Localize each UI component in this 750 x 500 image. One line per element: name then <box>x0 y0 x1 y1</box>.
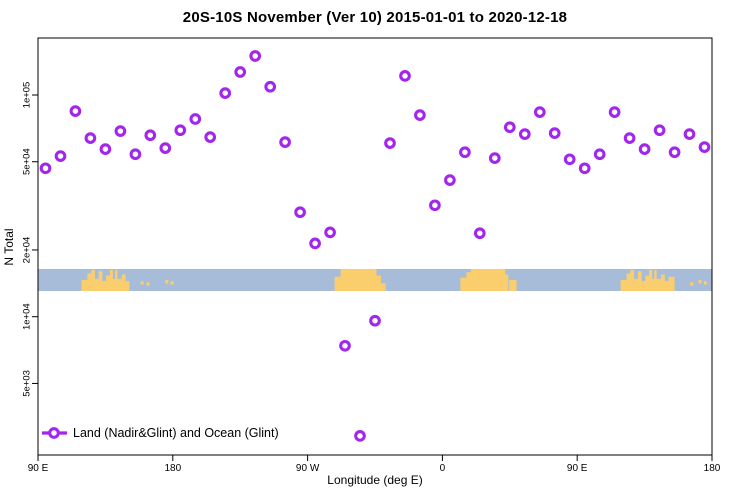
data-point <box>503 121 516 134</box>
data-point <box>129 148 142 161</box>
map-island <box>698 280 702 284</box>
map-island <box>140 281 144 285</box>
data-point <box>623 132 636 144</box>
data-point <box>204 131 217 143</box>
data-point <box>459 146 471 159</box>
data-point <box>54 150 67 162</box>
data-point <box>653 124 666 137</box>
data-point <box>593 148 606 161</box>
data-point <box>189 113 202 125</box>
map-island <box>146 282 150 286</box>
x-tick-label: 180 <box>164 463 181 474</box>
data-point <box>429 199 441 212</box>
data-point <box>638 143 651 155</box>
data-point <box>159 142 172 154</box>
legend-marker <box>48 427 60 439</box>
data-point <box>473 227 486 240</box>
data-point <box>339 339 351 352</box>
data-point <box>234 66 247 78</box>
data-point <box>84 132 97 144</box>
data-point <box>399 70 411 82</box>
map-land-madagascar <box>509 280 517 291</box>
data-point <box>414 109 426 121</box>
map-island <box>703 281 707 285</box>
y-tick-label: 5e+04 <box>22 148 33 175</box>
y-tick-label: 2e+04 <box>21 237 32 264</box>
x-tick-label: 90 W <box>296 463 320 474</box>
data-point <box>444 174 456 186</box>
data-point <box>354 430 366 442</box>
data-point <box>309 237 321 250</box>
data-point <box>249 50 262 62</box>
data-point <box>99 143 112 155</box>
map-island <box>170 281 174 285</box>
x-tick-label: 90 E <box>567 463 588 474</box>
data-point <box>488 152 501 164</box>
data-point <box>533 106 546 118</box>
data-point <box>578 162 591 175</box>
y-axis-title: N Total <box>2 228 16 266</box>
x-tick-label: 180 <box>704 463 721 474</box>
map-island <box>690 282 694 286</box>
data-point <box>369 314 381 327</box>
data-point <box>39 162 52 175</box>
chart-title: 20S-10S November (Ver 10) 2015-01-01 to … <box>182 9 568 26</box>
data-point <box>668 146 681 159</box>
plot-frame <box>37 37 713 456</box>
data-point <box>294 206 306 219</box>
data-point <box>324 226 336 239</box>
data-point <box>69 105 82 117</box>
map-island <box>165 280 169 284</box>
data-point <box>384 137 396 149</box>
map-land-south-america <box>334 269 386 291</box>
data-point <box>698 141 711 153</box>
y-tick-label: 1e+05 <box>22 82 33 109</box>
x-tick-label: 0 <box>440 463 446 474</box>
map-land-australia <box>81 270 130 291</box>
map-land-africa <box>460 269 509 291</box>
data-point <box>219 87 232 99</box>
data-point <box>548 127 561 139</box>
legend-label: Land (Nadir&Glint) and Ocean (Glint) <box>73 426 279 440</box>
y-tick-label: 5e+03 <box>22 370 33 397</box>
y-tick-label: 1e+04 <box>22 303 33 330</box>
data-point <box>264 80 277 93</box>
data-point <box>279 136 291 148</box>
x-tick-label: 90 E <box>28 463 49 474</box>
data-point <box>114 125 127 137</box>
data-point <box>683 128 696 140</box>
x-axis-title: Longitude (deg E) <box>327 473 423 487</box>
data-point <box>518 128 531 140</box>
map-land-australia-repeat <box>620 270 675 291</box>
data-point <box>563 153 576 166</box>
data-point <box>144 129 157 142</box>
data-point <box>174 124 187 137</box>
data-point <box>608 106 621 118</box>
